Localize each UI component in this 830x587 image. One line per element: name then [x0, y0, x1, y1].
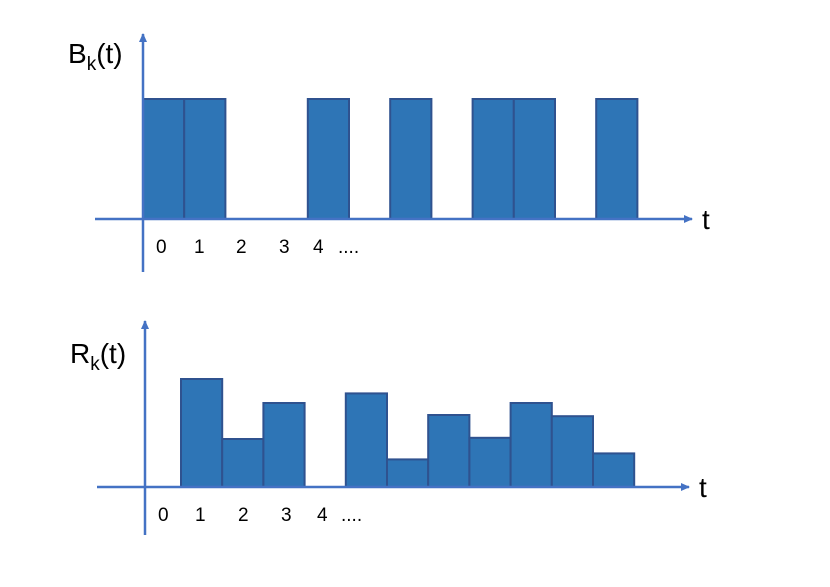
bk-tick-labels: 0 1 2 3 4 ....	[156, 237, 359, 258]
bk-x-label: t	[702, 204, 710, 235]
rk-y-label: Rk(t)	[70, 338, 126, 375]
rk-x-label: t	[699, 472, 707, 503]
bk-bar	[595, 98, 639, 220]
rk-bar	[180, 378, 224, 488]
rk-tick-label: ....	[341, 505, 362, 526]
bk-bar	[142, 98, 186, 220]
rk-tick-label: 4	[317, 505, 328, 526]
bk-tick-label: 1	[194, 237, 205, 258]
panel-bk: Bk(t) t 0 1 2 3 4 ....	[68, 33, 710, 272]
rk-tick-label: 2	[238, 505, 249, 526]
bk-bar	[512, 98, 556, 220]
panel-rk: Rk(t) t 0 1 2 3 4 ....	[70, 320, 707, 535]
rk-bar	[592, 452, 636, 488]
rk-tick-label: 0	[158, 505, 169, 526]
rk-bars	[180, 378, 636, 489]
rk-bar	[550, 415, 594, 489]
bk-y-label: Bk(t)	[68, 38, 123, 75]
rk-tick-label: 3	[281, 505, 292, 526]
rk-bar	[386, 458, 430, 488]
bk-tick-label: 2	[236, 237, 247, 258]
rk-bar	[427, 414, 471, 488]
rk-bar	[262, 402, 306, 488]
rk-bar	[509, 402, 553, 488]
rk-bar	[344, 392, 388, 488]
rk-tick-label: 1	[195, 505, 206, 526]
bk-bar	[389, 98, 433, 220]
bk-bars	[142, 98, 639, 220]
rk-bar	[221, 438, 265, 488]
bk-bar	[471, 98, 515, 220]
bk-tick-label: 0	[156, 237, 167, 258]
bk-tick-label: 4	[313, 237, 324, 258]
rk-bar	[468, 436, 512, 488]
bk-bar	[306, 98, 350, 220]
bk-tick-label: ....	[338, 237, 359, 258]
rk-tick-labels: 0 1 2 3 4 ....	[158, 505, 362, 526]
bk-bar	[183, 98, 227, 220]
bk-tick-label: 3	[279, 237, 290, 258]
